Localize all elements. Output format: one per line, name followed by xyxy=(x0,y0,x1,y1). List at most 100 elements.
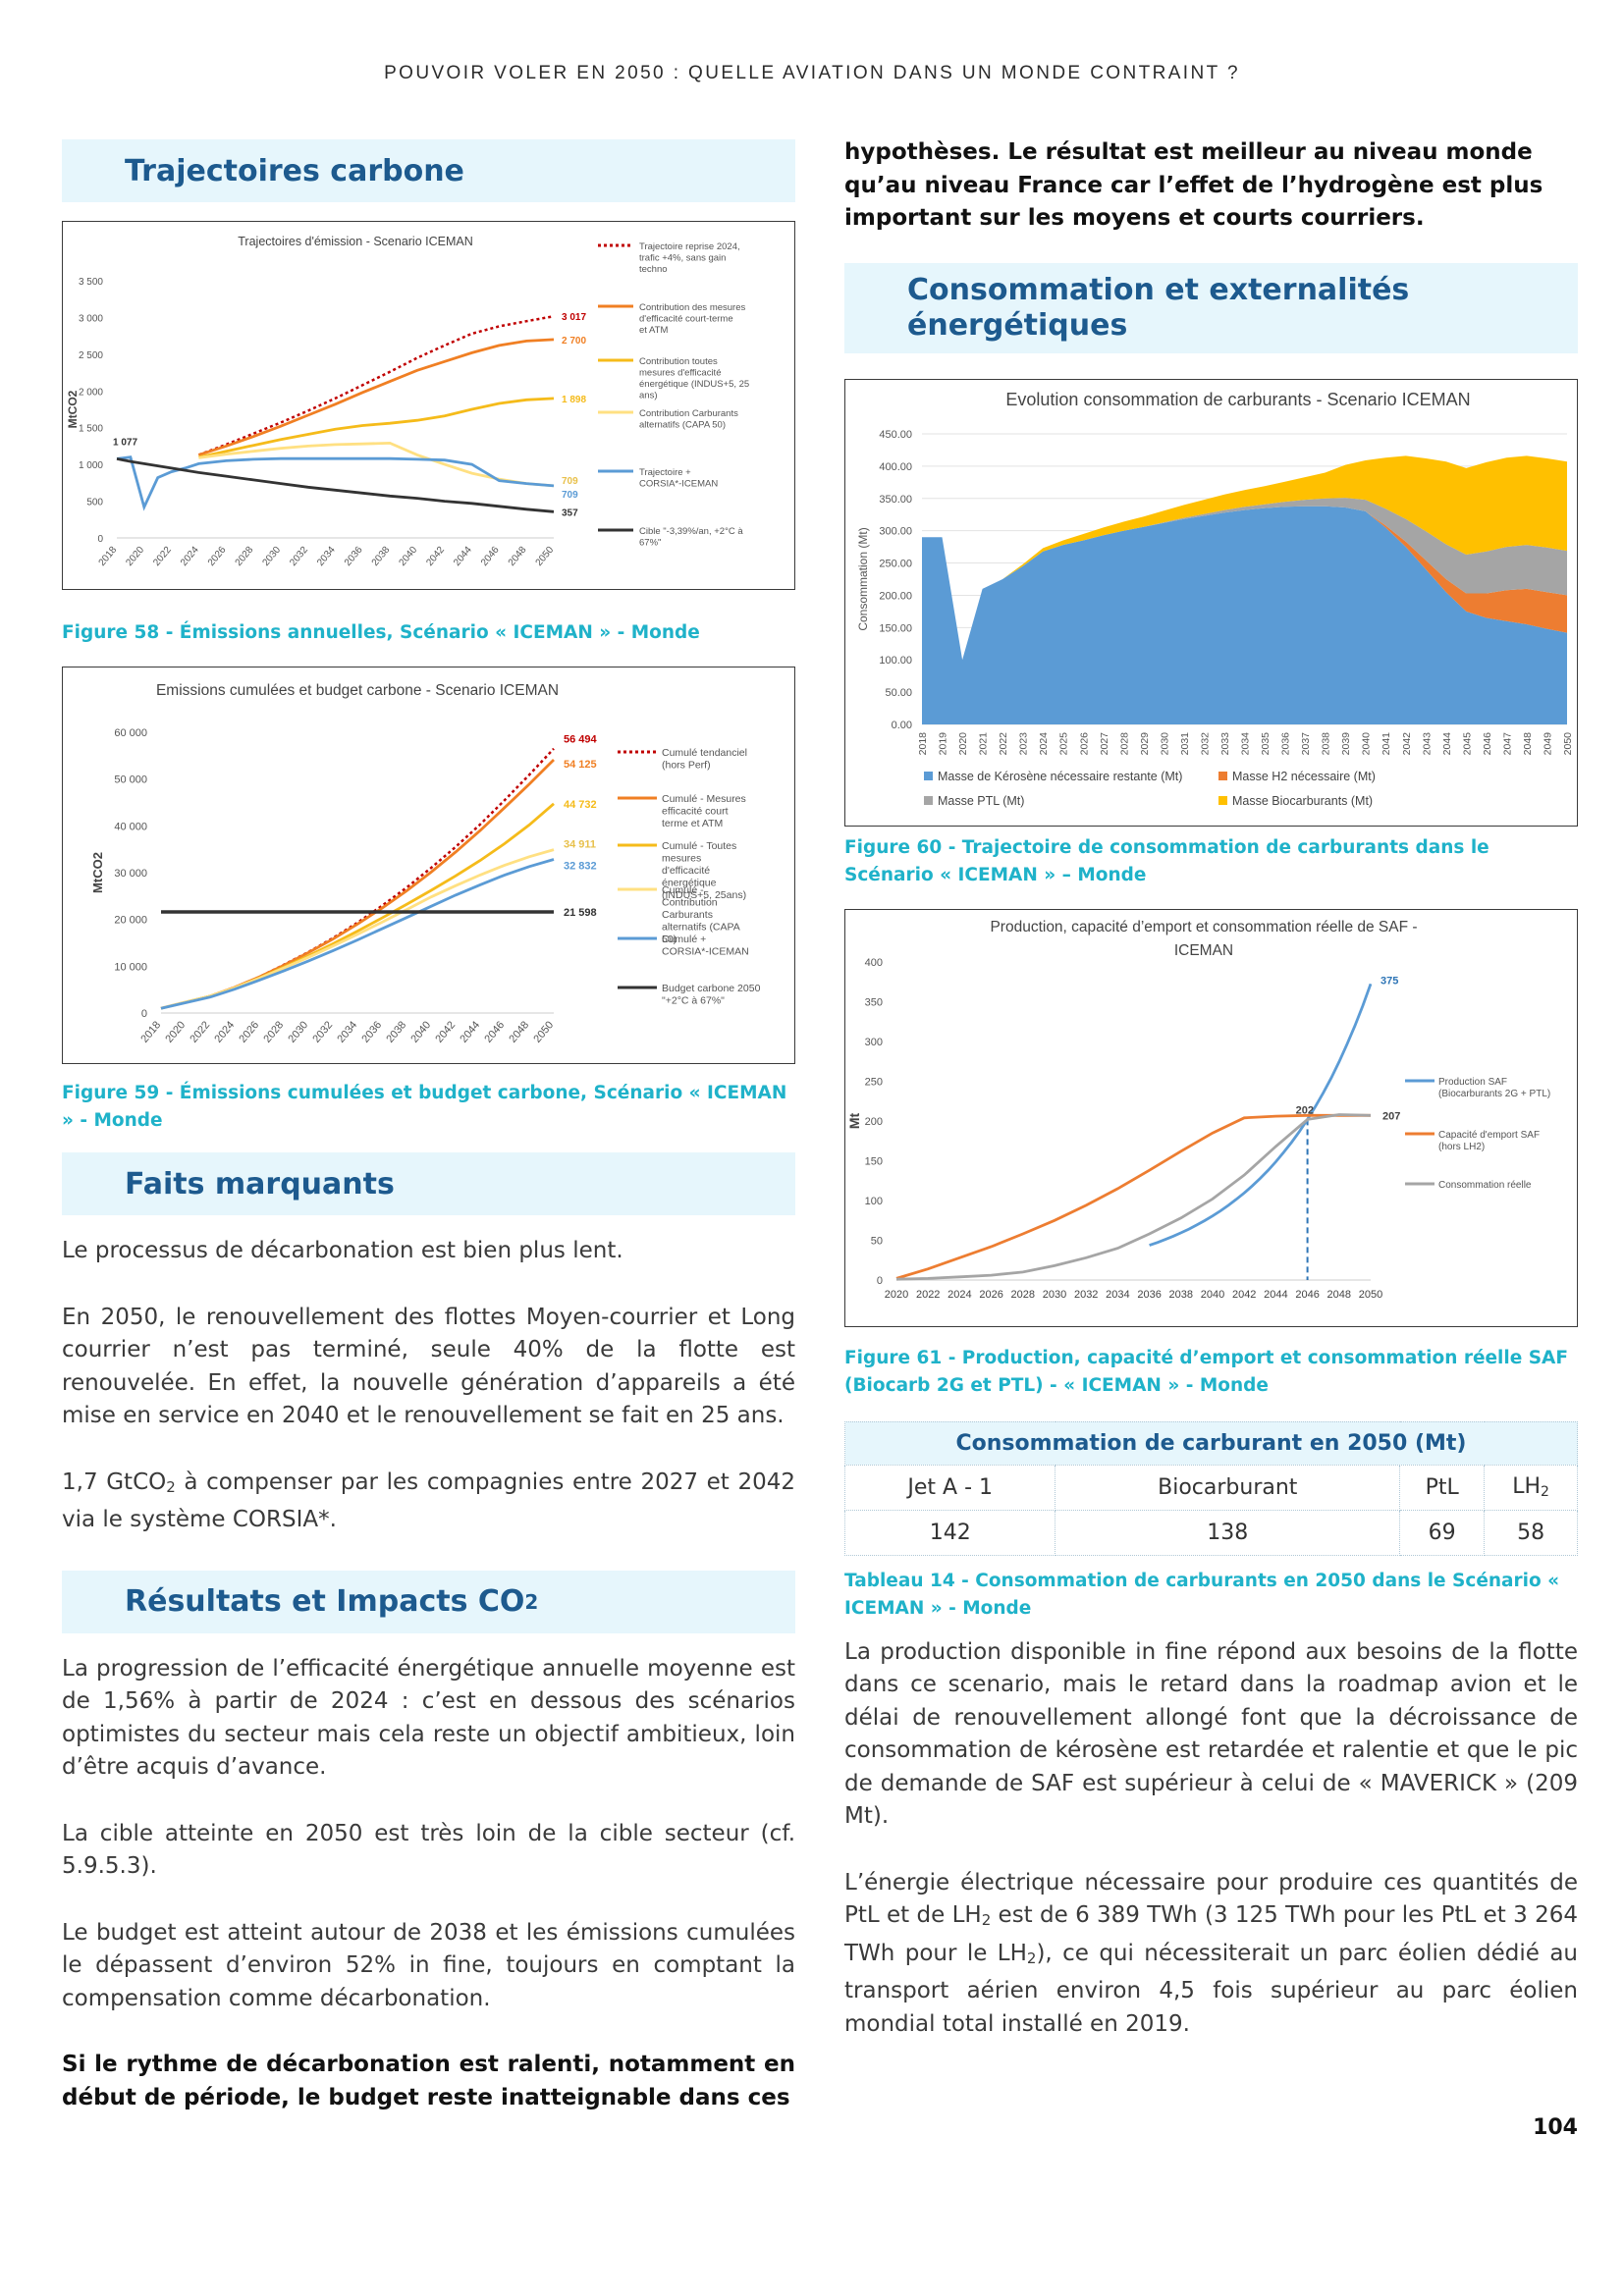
y-tick-label: 50 xyxy=(871,1235,883,1247)
table-14-caption: Tableau 14 - Consommation de carburants … xyxy=(844,1568,1578,1623)
y-tick-label: 20 000 xyxy=(114,915,147,927)
x-tick-label: 2042 xyxy=(433,1019,458,1044)
data-label: 2 700 xyxy=(562,336,586,347)
x-tick-label: 2020 xyxy=(163,1019,188,1044)
x-tick-label: 2046 xyxy=(1295,1289,1319,1301)
x-tick-label: 2019 xyxy=(938,731,949,755)
x-tick-label: 2024 xyxy=(1038,731,1050,755)
chart-title: ICEMAN xyxy=(1174,942,1233,959)
data-label: 207 xyxy=(1382,1110,1400,1122)
x-tick-label: 2048 xyxy=(507,1019,531,1044)
x-tick-label: 2044 xyxy=(1264,1289,1287,1301)
figure-59-chart: Emissions cumulées et budget carbone - S… xyxy=(62,667,795,1064)
x-tick-label: 2024 xyxy=(179,545,201,568)
y-tick-label: 300.00 xyxy=(879,525,912,537)
x-tick-label: 2048 xyxy=(1522,731,1534,755)
y-tick-label: 250.00 xyxy=(879,558,912,569)
x-tick-label: 2036 xyxy=(343,545,365,568)
x-tick-label: 2028 xyxy=(1118,731,1130,755)
data-label: 202 xyxy=(1296,1104,1314,1116)
x-tick-label: 2050 xyxy=(531,1019,556,1044)
y-tick-label: 400.00 xyxy=(879,460,912,472)
y-tick-label: 3 000 xyxy=(79,313,103,324)
legend-label: Cumulé - Mesures efficacité court terme et… xyxy=(662,793,746,829)
y-tick-label: 150.00 xyxy=(879,622,912,634)
figure-61-chart: Production, capacité d’emport et consomm… xyxy=(844,909,1578,1327)
data-label: 1 077 xyxy=(113,437,137,448)
x-tick-label: 2029 xyxy=(1139,731,1151,755)
y-tick-label: 1 000 xyxy=(79,460,103,471)
x-tick-label: 2040 xyxy=(398,545,420,568)
legend-label: Cumulé + CORSIA*-ICEMAN xyxy=(662,934,749,958)
paragraph-4: La progression de l’efficacité énergétiq… xyxy=(62,1653,795,1785)
x-tick-label: 2020 xyxy=(885,1289,908,1301)
y-tick-label: 40 000 xyxy=(114,821,147,832)
page-number: 104 xyxy=(1533,2115,1578,2140)
y-tick-label: 350.00 xyxy=(879,493,912,505)
x-tick-label: 2018 xyxy=(97,545,120,568)
x-tick-label: 2041 xyxy=(1380,731,1392,755)
x-tick-label: 2044 xyxy=(458,1019,482,1044)
x-tick-label: 2044 xyxy=(1441,731,1453,755)
x-tick-label: 2022 xyxy=(188,1019,212,1044)
data-label: 709 xyxy=(562,490,578,501)
x-tick-label: 2036 xyxy=(359,1019,384,1044)
x-tick-label: 2048 xyxy=(507,545,529,568)
legend-label: Consommation réelle xyxy=(1438,1180,1532,1191)
y-tick-label: 150 xyxy=(865,1155,883,1167)
data-label: 21 598 xyxy=(564,907,597,919)
y-axis-label: Consommation (Mt) xyxy=(856,527,870,630)
x-tick-label: 2050 xyxy=(1562,731,1574,755)
x-tick-label: 2032 xyxy=(288,545,310,568)
x-tick-label: 2039 xyxy=(1340,731,1352,755)
x-tick-label: 2034 xyxy=(315,545,338,568)
table-title: Consommation de carburant en 2050 (Mt) xyxy=(845,1421,1578,1465)
series-line xyxy=(161,760,554,1008)
x-tick-label: 2042 xyxy=(1401,731,1413,755)
paragraph-1: Le processus de décarbonation est bien p… xyxy=(62,1235,795,1268)
x-tick-label: 2028 xyxy=(1011,1289,1035,1301)
series-line xyxy=(117,458,554,511)
data-label: 32 832 xyxy=(564,861,597,873)
x-tick-label: 2031 xyxy=(1179,731,1191,755)
x-tick-label: 2043 xyxy=(1421,731,1433,755)
table-header-cell: LH2 xyxy=(1485,1465,1578,1510)
section-title-resultats: Résultats et Impacts CO 2 xyxy=(62,1571,795,1633)
x-tick-label: 2022 xyxy=(916,1289,940,1301)
paragraph-6: Le budget est atteint autour de 2038 et … xyxy=(62,1917,795,2016)
x-tick-label: 2025 xyxy=(1058,731,1070,755)
x-tick-label: 2032 xyxy=(310,1019,335,1044)
table-cell: 69 xyxy=(1400,1510,1485,1555)
data-label: 1 898 xyxy=(562,395,586,405)
data-label: 34 911 xyxy=(564,839,596,851)
x-tick-label: 2027 xyxy=(1099,731,1110,755)
x-tick-label: 2044 xyxy=(452,545,474,568)
legend-label: Contribution Carburants alternatifs (CAPA… xyxy=(639,408,738,431)
legend-label: Contribution toutes mesures d'efficacité é… xyxy=(639,356,749,401)
table-header-cell: PtL xyxy=(1400,1465,1485,1510)
y-axis-label: MtCO2 xyxy=(66,390,80,428)
x-tick-label: 2046 xyxy=(1482,731,1493,755)
table-cell: 138 xyxy=(1056,1510,1400,1555)
y-tick-label: 350 xyxy=(865,996,883,1008)
paragraph-3: 1,7 GtCO2 à compenser par les compagnies… xyxy=(62,1467,795,1537)
x-tick-label: 2038 xyxy=(1169,1289,1193,1301)
series-line xyxy=(161,850,554,1009)
legend-label: Masse H2 nécessaire (Mt) xyxy=(1232,770,1376,783)
y-tick-label: 500 xyxy=(86,498,103,508)
x-tick-label: 2024 xyxy=(947,1289,971,1301)
figure-61-caption: Figure 61 - Production, capacité d’empor… xyxy=(844,1345,1578,1400)
figure-58-caption: Figure 58 - Émissions annuelles, Scénari… xyxy=(62,619,795,647)
x-tick-label: 2050 xyxy=(534,545,557,568)
y-tick-label: 200 xyxy=(865,1116,883,1128)
y-axis-label: MtCO2 xyxy=(90,852,105,893)
chart-title: Trajectoires d'émission - Scenario ICEMA… xyxy=(238,235,473,248)
left-column: Trajectoires carbone Trajectoires d'émis… xyxy=(62,139,795,2114)
x-tick-label: 2036 xyxy=(1137,1289,1161,1301)
x-tick-label: 2038 xyxy=(384,1019,408,1044)
y-tick-label: 2 000 xyxy=(79,387,103,398)
y-tick-label: 3 500 xyxy=(79,277,103,288)
y-tick-label: 450.00 xyxy=(879,429,912,441)
x-tick-label: 2040 xyxy=(1361,731,1373,755)
y-tick-label: 0.00 xyxy=(892,720,912,731)
